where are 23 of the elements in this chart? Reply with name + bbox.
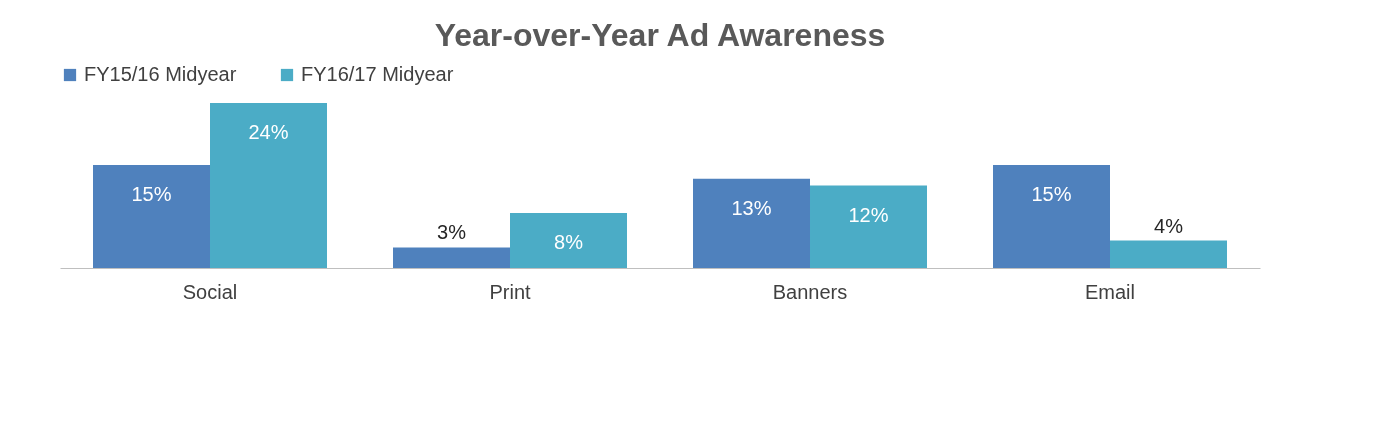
data-label: 3% [437, 221, 467, 244]
bar [393, 247, 510, 268]
bar [210, 103, 327, 268]
data-label: 13% [731, 196, 772, 219]
data-label: 12% [848, 203, 889, 226]
data-label: 24% [248, 121, 289, 143]
x-tick-label: Email [1084, 280, 1136, 303]
data-label: 4% [1154, 214, 1184, 237]
data-label: 15% [131, 182, 172, 205]
data-label: 8% [554, 231, 584, 253]
bar [93, 164, 210, 268]
legend-label: FY16/17 Midyear [301, 63, 454, 85]
bar [1110, 240, 1227, 268]
x-tick-label: Social [182, 280, 238, 303]
bar [693, 178, 810, 268]
bar [993, 164, 1110, 268]
legend-label: FY15/16 Midyear [84, 63, 237, 85]
x-tick-label: Banners [772, 280, 848, 303]
bar [510, 213, 627, 268]
bar [810, 185, 927, 268]
chart-title: Year-over-Year Ad Awareness [434, 17, 886, 53]
data-label: 15% [1031, 182, 1072, 205]
x-tick-label: Print [489, 280, 531, 303]
